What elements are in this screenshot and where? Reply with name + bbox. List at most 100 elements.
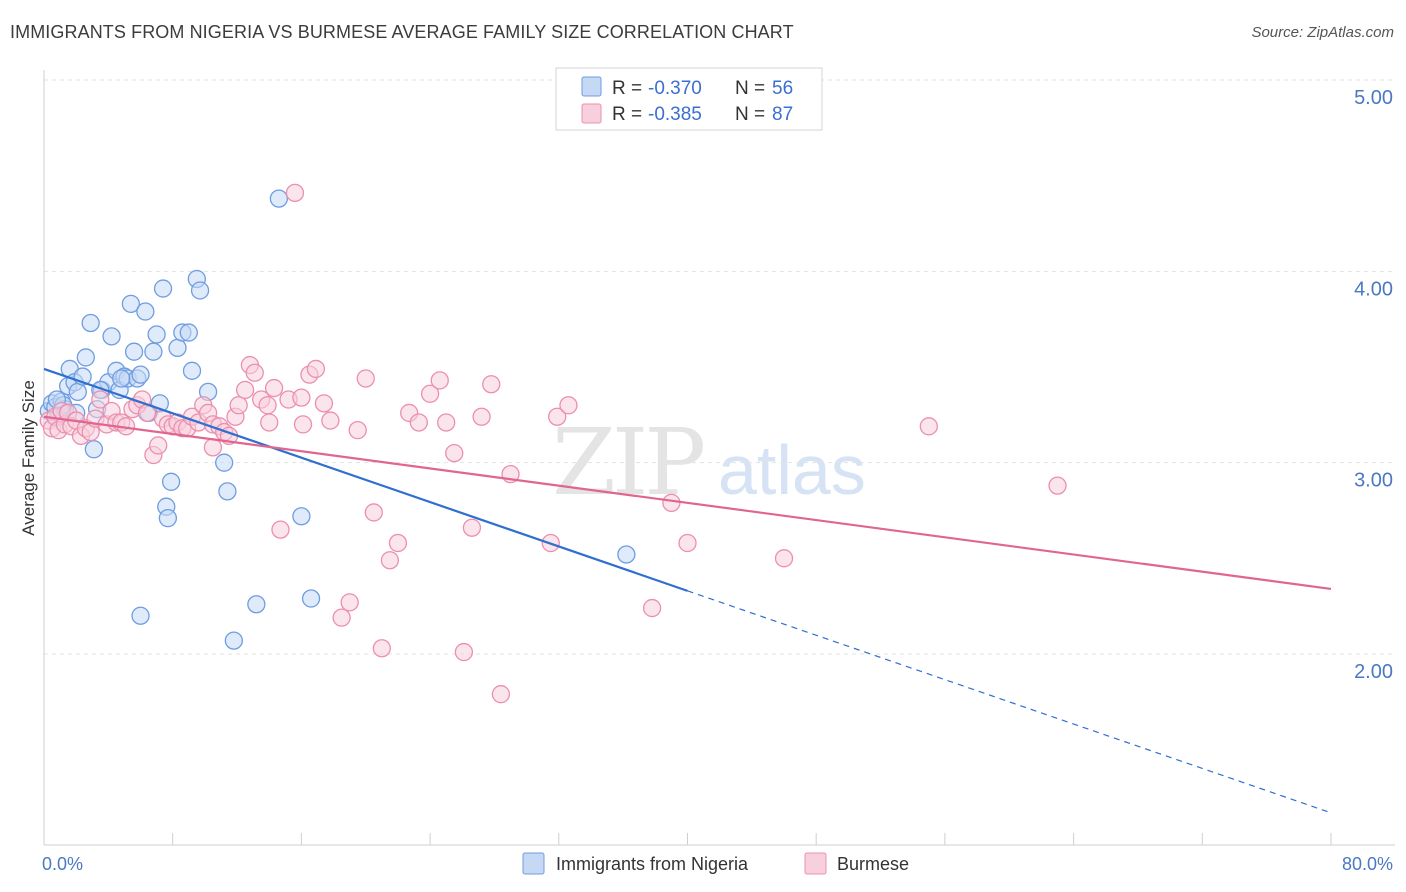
series-legend: Immigrants from Nigeria Burmese <box>522 852 909 875</box>
point-nigeria-31 <box>153 279 173 298</box>
point-burmese-46 <box>264 378 284 398</box>
point-burmese-24 <box>149 436 168 455</box>
point-burmese-47 <box>271 520 290 539</box>
point-burmese-52 <box>306 359 326 379</box>
point-burmese-41 <box>235 380 255 400</box>
point-nigeria-45 <box>247 595 266 614</box>
point-burmese-69 <box>454 642 474 662</box>
watermark-atlas: atlas <box>718 431 866 509</box>
legend-r-value-1: -0.370 <box>648 78 702 99</box>
y-tick-labels: 5.00 4.00 3.00 2.00 <box>1354 87 1393 683</box>
x-ticks <box>172 833 1332 845</box>
legend-swatch-nigeria <box>581 76 602 97</box>
point-burmese-54 <box>321 411 340 430</box>
bottom-legend-swatch-nigeria <box>522 852 545 875</box>
x-tick-label-max: 80.0% <box>1342 854 1393 874</box>
point-burmese-71 <box>472 407 491 426</box>
y-tick-label-3: 2.00 <box>1354 661 1393 683</box>
point-nigeria-40 <box>190 281 210 300</box>
point-nigeria-13 <box>84 440 104 459</box>
point-burmese-40 <box>229 396 248 415</box>
point-burmese-53 <box>314 394 334 413</box>
trend-line-nigeria <box>43 367 688 592</box>
point-nigeria-44 <box>224 631 243 650</box>
point-burmese-13 <box>91 390 110 409</box>
series-burmese-points <box>39 183 1067 704</box>
point-burmese-56 <box>340 593 359 612</box>
point-burmese-59 <box>364 503 383 522</box>
legend-n-value-1: 56 <box>772 78 793 99</box>
point-nigeria-38 <box>182 361 202 380</box>
point-nigeria-11 <box>76 348 95 367</box>
point-nigeria-9 <box>68 382 87 402</box>
point-burmese-84 <box>292 388 311 407</box>
point-burmese-50 <box>293 415 313 434</box>
trend-line-nigeria-extension <box>687 590 1332 814</box>
legend-n-value-2: 87 <box>772 104 793 125</box>
point-burmese-81 <box>774 549 794 568</box>
point-burmese-43 <box>245 363 264 382</box>
point-nigeria-42 <box>215 453 234 472</box>
trend-lines <box>43 367 1332 814</box>
y-tick-label-2: 3.00 <box>1354 470 1393 492</box>
point-nigeria-23 <box>124 342 144 361</box>
legend-n-label-1: N = <box>735 78 765 99</box>
chart-source: Source: ZipAtlas.com <box>1251 24 1394 41</box>
point-burmese-67 <box>437 413 456 432</box>
point-nigeria-46 <box>269 189 289 208</box>
axes <box>43 70 1395 846</box>
point-burmese-72 <box>482 375 501 394</box>
point-burmese-58 <box>356 369 375 388</box>
point-burmese-65 <box>420 384 440 403</box>
point-nigeria-47 <box>292 507 311 526</box>
point-nigeria-29 <box>147 325 166 344</box>
bottom-legend-swatch-burmese <box>804 852 827 875</box>
y-tick-label-0: 5.00 <box>1354 87 1393 109</box>
point-burmese-85 <box>260 413 279 432</box>
point-nigeria-43 <box>218 482 237 501</box>
point-burmese-80 <box>678 533 697 553</box>
y-axis-label: Average Family Size <box>19 380 38 536</box>
point-burmese-62 <box>388 533 408 553</box>
point-burmese-82 <box>919 417 938 436</box>
point-burmese-61 <box>380 551 400 570</box>
legend-r-label-1: R = <box>612 78 642 99</box>
point-nigeria-12 <box>81 313 100 333</box>
point-burmese-49 <box>285 183 305 203</box>
point-burmese-60 <box>372 639 391 658</box>
point-nigeria-37 <box>179 323 198 342</box>
point-burmese-45 <box>258 396 277 415</box>
point-nigeria-35 <box>168 338 187 358</box>
chart-title: IMMIGRANTS FROM NIGERIA VS BURMESE AVERA… <box>10 22 794 42</box>
x-tick-label-min: 0.0% <box>42 854 83 874</box>
point-burmese-66 <box>430 371 449 390</box>
point-burmese-68 <box>445 443 464 463</box>
point-nigeria-33 <box>158 509 178 528</box>
y-tick-label-1: 4.00 <box>1354 278 1393 300</box>
point-nigeria-22 <box>121 294 141 314</box>
point-burmese-78 <box>642 598 662 618</box>
bottom-legend-label-nigeria: Immigrants from Nigeria <box>556 854 749 874</box>
point-burmese-76 <box>548 407 567 426</box>
bottom-legend-label-burmese: Burmese <box>837 854 909 874</box>
point-nigeria-25 <box>131 365 150 384</box>
legend-r-label-2: R = <box>612 104 642 125</box>
point-nigeria-17 <box>102 327 121 346</box>
point-nigeria-26 <box>136 302 155 321</box>
legend-swatch-burmese <box>581 103 602 124</box>
legend-r-value-2: -0.385 <box>648 104 702 125</box>
point-burmese-57 <box>348 420 367 440</box>
point-burmese-73 <box>491 685 511 704</box>
point-nigeria-28 <box>144 342 163 361</box>
point-burmese-70 <box>462 518 482 537</box>
legend-n-label-2: N = <box>735 104 765 125</box>
point-nigeria-55 <box>112 369 131 388</box>
correlation-legend: R = -0.370 N = 56 R = -0.385 N = 87 <box>555 67 823 131</box>
trend-line-burmese <box>43 415 1332 591</box>
point-burmese-77 <box>559 396 578 415</box>
point-nigeria-48 <box>301 589 321 608</box>
point-nigeria-50 <box>131 606 150 625</box>
point-burmese-55 <box>332 608 351 627</box>
point-burmese-86 <box>203 438 223 457</box>
